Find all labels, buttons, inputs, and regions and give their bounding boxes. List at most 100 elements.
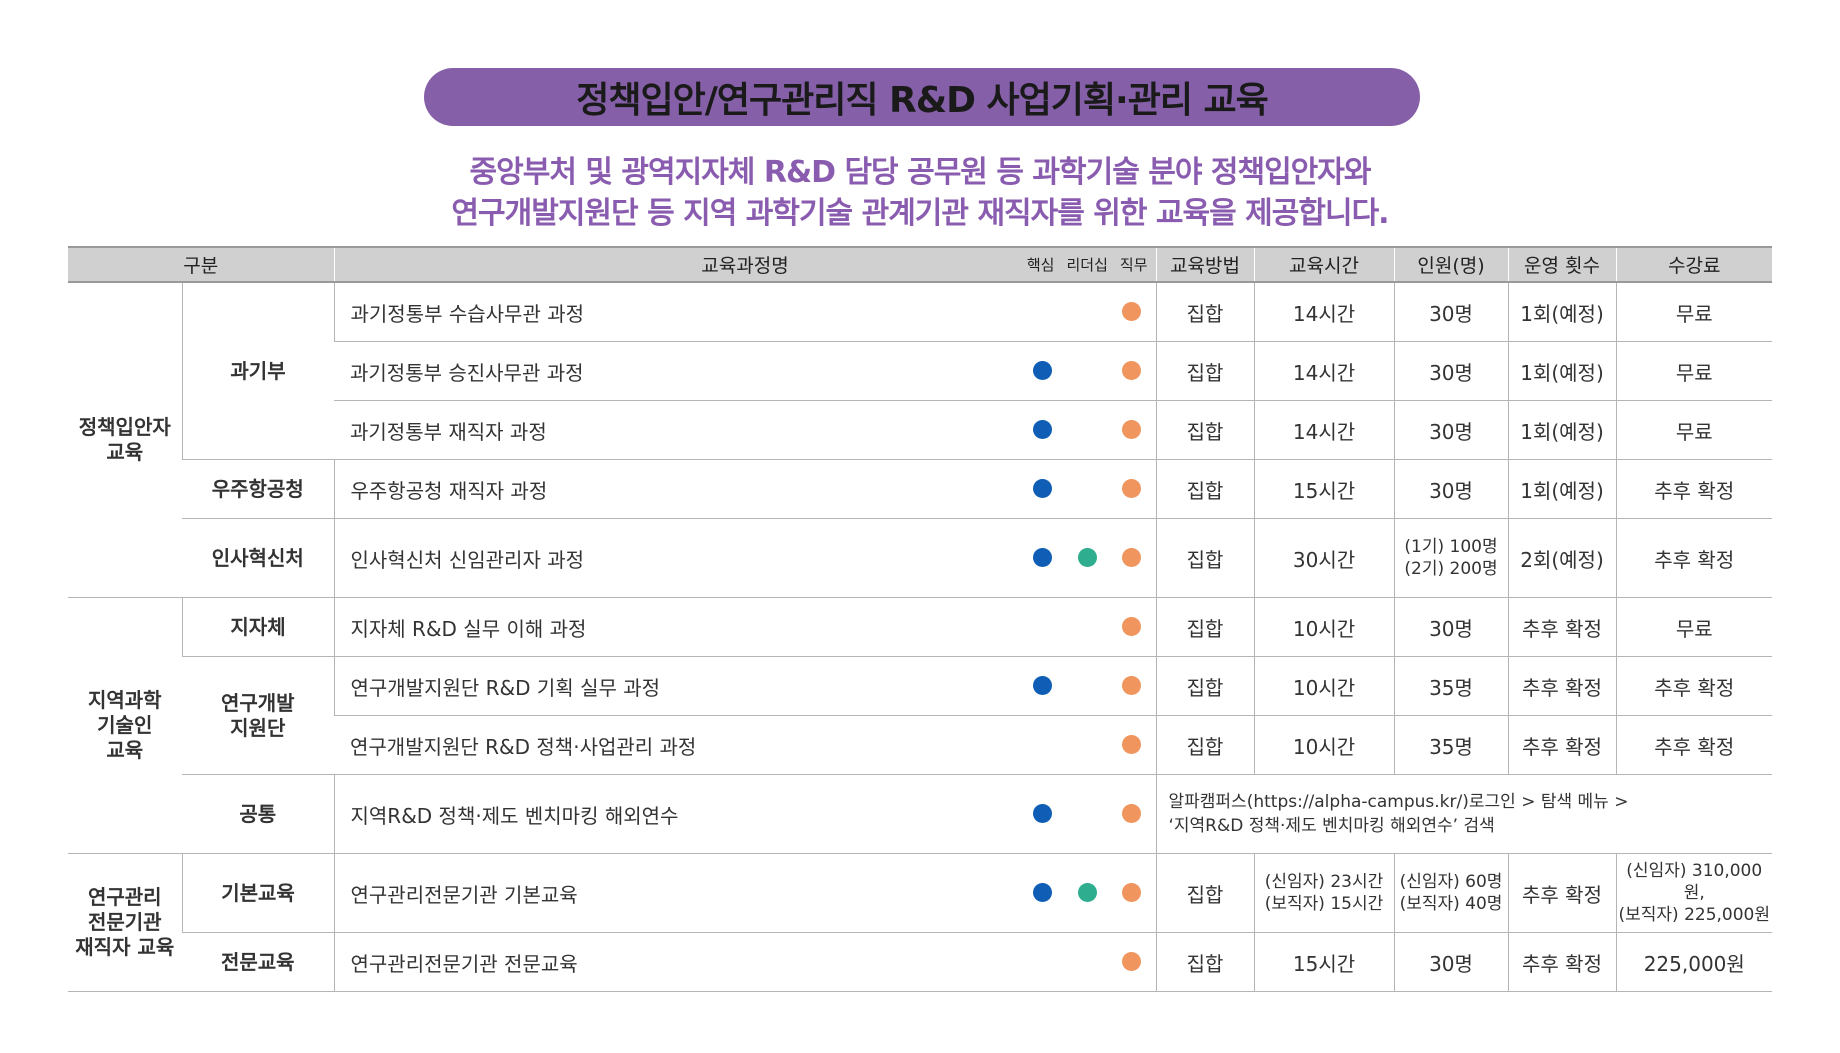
- course-name: 연구개발지원단 R&D 기획 실무 과정: [350, 675, 661, 700]
- job-dot-icon: [1121, 883, 1141, 902]
- hours-cell: 14시간: [1253, 400, 1394, 460]
- people-cell: 30명: [1393, 282, 1508, 342]
- method-cell: 집합: [1155, 656, 1254, 716]
- core-dot-icon: [1032, 479, 1052, 498]
- runs-cell: 1회(예정): [1507, 459, 1616, 519]
- header-course: 교육과정명 핵심 리더십 직무: [333, 246, 1156, 283]
- course-name: 과기정통부 승진사무관 과정: [350, 360, 584, 385]
- header-mark-core: 핵심: [1026, 256, 1055, 274]
- header-row: 구분 교육과정명 핵심 리더십 직무 교육방법 교육시간 인원(명) 운영 횟수…: [68, 246, 1772, 283]
- core-dot-icon: [1032, 676, 1052, 695]
- job-dot-icon: [1121, 676, 1141, 695]
- people-cell: 30명: [1393, 932, 1508, 992]
- header-people: 인원(명): [1393, 246, 1508, 283]
- access-note: 알파캠퍼스(https://alpha-campus.kr/)로그인 > 탐색 …: [1155, 774, 1772, 854]
- course-cell: 과기정통부 승진사무관 과정: [334, 341, 1156, 401]
- course-name: 지역R&D 정책·제도 벤치마킹 해외연수: [350, 803, 679, 828]
- page-title: 정책입안/연구관리직 R&D 사업기획·관리 교육: [424, 68, 1420, 126]
- header-runs: 운영 횟수: [1507, 246, 1616, 283]
- runs-cell: 추후 확정: [1507, 853, 1616, 933]
- core-dot-icon: [1032, 361, 1052, 380]
- job-dot-icon: [1121, 735, 1141, 754]
- subgroup-common: 공통: [182, 774, 334, 854]
- subtitle-line-1: 중앙부처 및 광역지자체 R&D 담당 공무원 등 과학기술 분야 정책입안자와: [469, 155, 1372, 190]
- hours-cell: 14시간: [1253, 282, 1394, 342]
- people-cell: 35명: [1393, 715, 1508, 775]
- core-dot-icon: [1032, 420, 1052, 439]
- fee-cell: 225,000원: [1615, 932, 1772, 992]
- job-dot-icon: [1121, 617, 1141, 636]
- table-row: 연구관리 전문기관 재직자 교육 기본교육 연구관리전문기관 기본교육 집합 (…: [68, 853, 1772, 992]
- header-fee: 수강료: [1615, 246, 1772, 283]
- subtitle-line-2: 연구개발지원단 등 지역 과학기술 관계기관 재직자를 위한 교육을 제공합니다…: [451, 196, 1389, 231]
- method-cell: 집합: [1155, 597, 1254, 657]
- method-cell: 집합: [1155, 715, 1254, 775]
- core-dot-icon: [1032, 883, 1052, 902]
- leadership-dot-icon: [1077, 883, 1097, 902]
- hours-cell: 14시간: [1253, 341, 1394, 401]
- group-policy: 정책입안자 교육: [68, 282, 182, 598]
- job-dot-icon: [1121, 804, 1141, 823]
- fee-cell: 무료: [1615, 341, 1772, 401]
- table-row: 과기정통부 승진사무관 과정 집합 14시간 30명 1회(예정) 무료: [68, 341, 1772, 401]
- table-row: 정책입안자 교육 과기부 과기정통부 수습사무관 과정 집합 14시간 30명 …: [68, 282, 1772, 598]
- leadership-dot-icon: [1077, 548, 1097, 567]
- method-cell: 집합: [1155, 282, 1254, 342]
- group-regional: 지역과학 기술인 교육: [68, 597, 182, 854]
- fee-cell: 무료: [1615, 282, 1772, 342]
- course-cell: 연구관리전문기관 전문교육: [333, 932, 1156, 992]
- method-cell: 집합: [1155, 459, 1254, 519]
- runs-cell: 추후 확정: [1507, 656, 1616, 716]
- job-dot-icon: [1121, 952, 1141, 971]
- group-research: 연구관리 전문기관 재직자 교육: [68, 853, 182, 992]
- course-cell: 과기정통부 수습사무관 과정: [333, 282, 1156, 342]
- header-mark-job: 직무: [1119, 256, 1148, 274]
- course-cell: 지자체 R&D 실무 이해 과정: [333, 597, 1156, 657]
- table-row: 인사혁신처 인사혁신처 신임관리자 과정 집합 30시간 (1기) 100명 (…: [68, 518, 1772, 598]
- people-cell: 30명: [1393, 597, 1508, 657]
- fee-cell: 추후 확정: [1615, 656, 1772, 716]
- table-row: 전문교육 연구관리전문기관 전문교육 집합 15시간 30명 추후 확정 225…: [68, 932, 1772, 992]
- runs-cell: 추후 확정: [1507, 932, 1616, 992]
- header-method: 교육방법: [1155, 246, 1254, 283]
- course-name: 우주항공청 재직자 과정: [350, 478, 548, 503]
- fee-cell: (신임자) 310,000원, (보직자) 225,000원: [1615, 853, 1772, 933]
- course-name: 인사혁신처 신임관리자 과정: [350, 547, 585, 572]
- people-cell: (1기) 100명 (2기) 200명: [1393, 518, 1508, 598]
- course-cell: 인사혁신처 신임관리자 과정: [333, 518, 1156, 598]
- job-dot-icon: [1121, 361, 1141, 380]
- course-name: 과기정통부 수습사무관 과정: [350, 301, 585, 326]
- method-cell: 집합: [1155, 518, 1254, 598]
- course-cell: 연구관리전문기관 기본교육: [333, 853, 1156, 933]
- hours-cell: 15시간: [1253, 459, 1394, 519]
- people-cell: 35명: [1393, 656, 1508, 716]
- core-dot-icon: [1032, 548, 1052, 567]
- table-row: 연구개발지원단 R&D 정책·사업관리 과정 집합 10시간 35명 추후 확정…: [68, 715, 1772, 775]
- core-dot-icon: [1032, 804, 1052, 823]
- course-cell: 연구개발지원단 R&D 기획 실무 과정: [333, 656, 1156, 716]
- hours-cell: 15시간: [1253, 932, 1394, 992]
- people-cell: (신임자) 60명 (보직자) 40명: [1393, 853, 1508, 933]
- runs-cell: 1회(예정): [1507, 341, 1616, 401]
- job-dot-icon: [1121, 420, 1141, 439]
- course-cell: 연구개발지원단 R&D 정책·사업관리 과정: [334, 715, 1156, 775]
- fee-cell: 무료: [1615, 400, 1772, 460]
- course-cell: 우주항공청 재직자 과정: [333, 459, 1156, 519]
- subgroup-rnd-support: 연구개발 지원단: [182, 656, 334, 775]
- fee-cell: 추후 확정: [1615, 715, 1772, 775]
- runs-cell: 추후 확정: [1507, 715, 1616, 775]
- runs-cell: 추후 확정: [1507, 597, 1616, 657]
- runs-cell: 1회(예정): [1507, 400, 1616, 460]
- job-dot-icon: [1121, 548, 1141, 567]
- table-row: 지역과학 기술인 교육 지자체 지자체 R&D 실무 이해 과정 집합 10시간…: [68, 597, 1772, 854]
- course-cell: 과기정통부 재직자 과정: [334, 400, 1156, 460]
- subgroup-msit: 과기부: [181, 282, 334, 460]
- course-cell: 지역R&D 정책·제도 벤치마킹 해외연수: [333, 774, 1156, 854]
- people-cell: 30명: [1393, 459, 1508, 519]
- table-row: 연구개발 지원단 연구개발지원단 R&D 기획 실무 과정 집합 10시간 35…: [68, 656, 1772, 775]
- course-name: 연구관리전문기관 기본교육: [350, 882, 578, 907]
- fee-cell: 추후 확정: [1615, 518, 1772, 598]
- runs-cell: 2회(예정): [1507, 518, 1616, 598]
- table-row: 과기정통부 재직자 과정 집합 14시간 30명 1회(예정) 무료: [68, 400, 1772, 460]
- hours-cell: 10시간: [1253, 656, 1394, 716]
